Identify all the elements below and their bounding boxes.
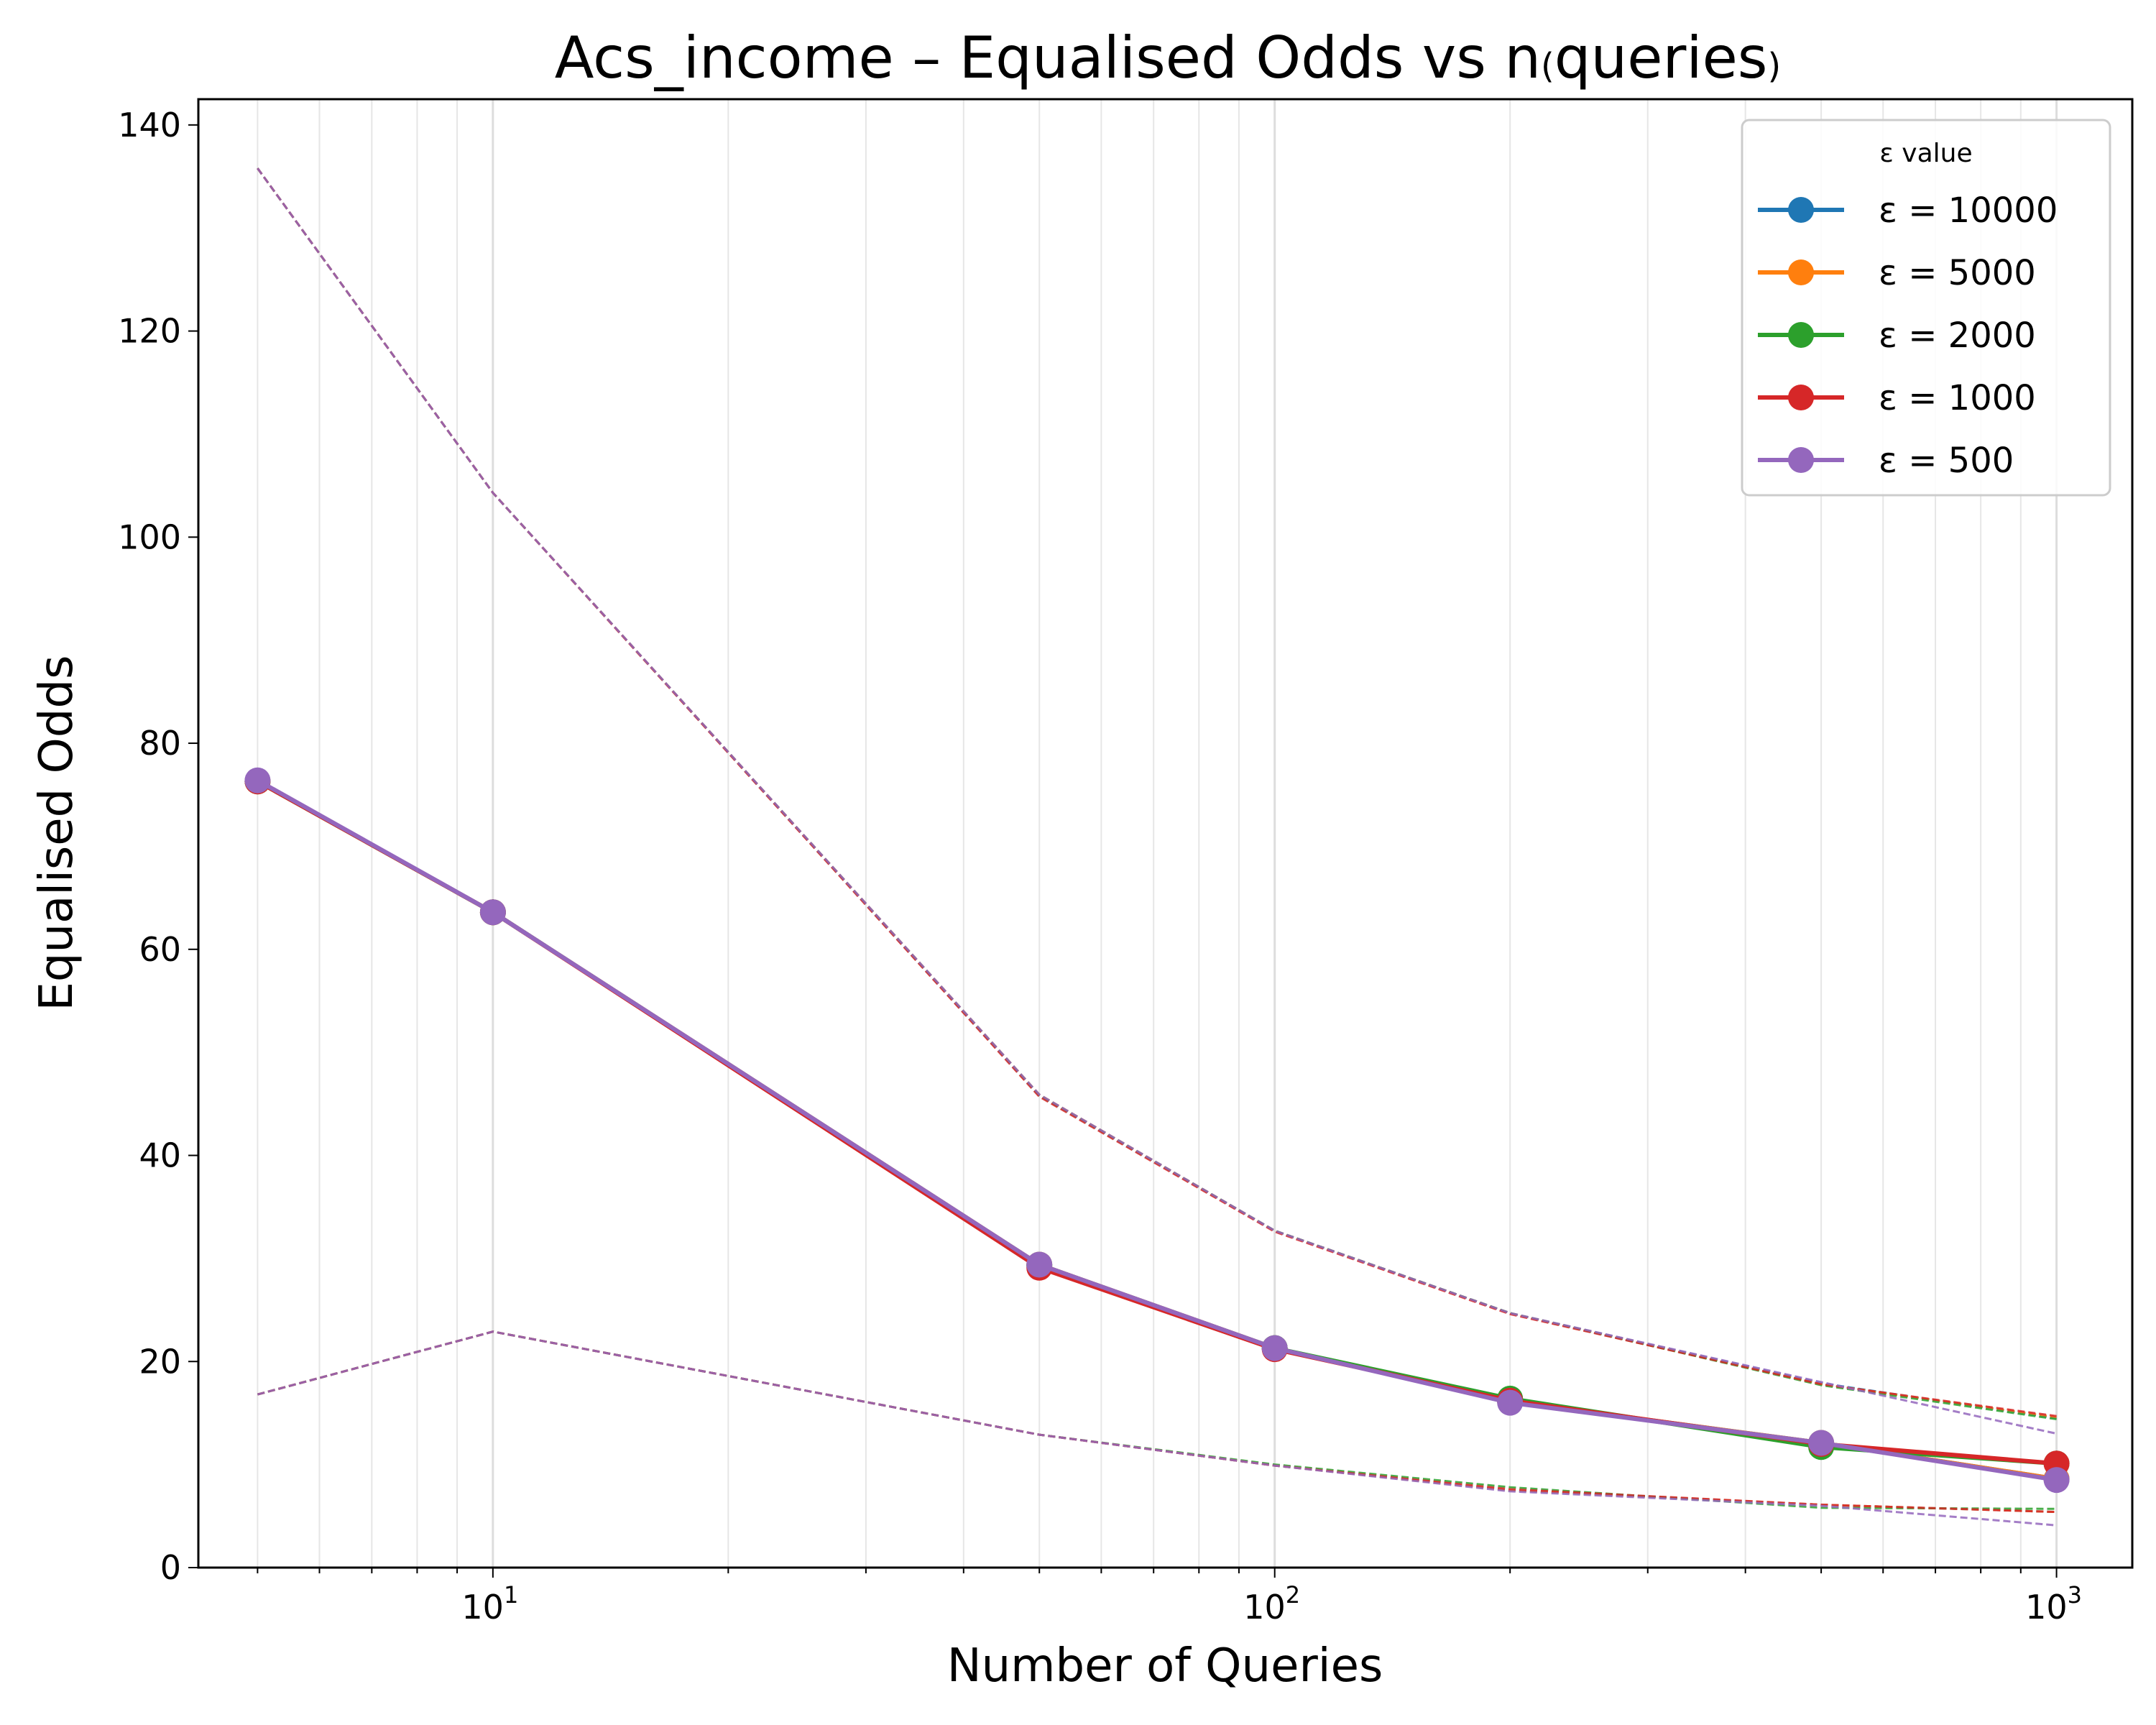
y-tick-label: 140	[118, 106, 181, 144]
chart-title: Acs_income – Equalised Odds vs n(queries…	[555, 24, 1781, 91]
chart-title-paren-close: )	[1767, 46, 1781, 86]
y-tick-label: 0	[160, 1548, 181, 1587]
x-tick-label-exponent: 1	[504, 1581, 518, 1609]
series-4-point	[1026, 1251, 1053, 1278]
chart-title-main: Acs_income – Equalised Odds vs n	[555, 24, 1541, 91]
x-tick-label-base: 10	[461, 1588, 504, 1627]
legend-swatch-marker	[1788, 447, 1814, 473]
legend-title: ε value	[1879, 139, 1972, 168]
y-tick-label: 100	[118, 518, 181, 556]
legend-label: ε = 10000	[1879, 190, 2058, 231]
plot-frame	[197, 98, 2134, 1569]
series-4-point	[1808, 1430, 1835, 1456]
y-tick-label: 20	[139, 1342, 181, 1381]
x-tick-label-exponent: 2	[1286, 1581, 1300, 1609]
legend-swatch-marker	[1788, 385, 1814, 410]
series-4-point	[1497, 1389, 1524, 1416]
legend-label: ε = 2000	[1879, 316, 2036, 356]
series-4-upper-bound	[257, 167, 2057, 1435]
band-layer	[257, 167, 2057, 1527]
y-tick-label: 80	[139, 724, 181, 763]
series-4-lower-bound	[257, 1330, 2057, 1527]
x-tick-label: 103	[2025, 1581, 2082, 1627]
chart-title-sub: queries	[1554, 24, 1768, 91]
y-tick-label: 40	[139, 1136, 181, 1175]
x-tick-label: 102	[1243, 1581, 1300, 1627]
legend-frame	[1741, 119, 2111, 497]
legend-label: ε = 5000	[1879, 253, 2036, 293]
chart-title-paren-open: (	[1541, 46, 1554, 86]
series-4-point	[244, 767, 271, 794]
x-tick-label-base: 10	[1243, 1588, 1286, 1627]
x-tick-label: 101	[461, 1581, 518, 1627]
legend: ε value ε = 10000 ε = 5000 ε = 2000 ε = 100…	[1741, 119, 2111, 497]
y-axis-label: Equalised Odds	[30, 655, 83, 1011]
y-tick-label: 120	[118, 312, 181, 351]
series-4-point	[1261, 1335, 1288, 1361]
legend-label: ε = 1000	[1879, 378, 2036, 418]
y-tick-label: 60	[139, 930, 181, 969]
series-4-point	[479, 899, 506, 926]
series-4-point	[2043, 1467, 2070, 1494]
legend-swatch-marker	[1788, 322, 1814, 348]
legend-swatch-marker	[1788, 197, 1814, 223]
line-layer	[244, 767, 2070, 1494]
x-tick-label-exponent: 3	[2068, 1581, 2082, 1609]
x-tick-label-base: 10	[2025, 1588, 2068, 1627]
x-axis-label: Number of Queries	[947, 1639, 1383, 1693]
legend-swatch-marker	[1788, 259, 1814, 285]
legend-label: ε = 500	[1879, 441, 2014, 481]
